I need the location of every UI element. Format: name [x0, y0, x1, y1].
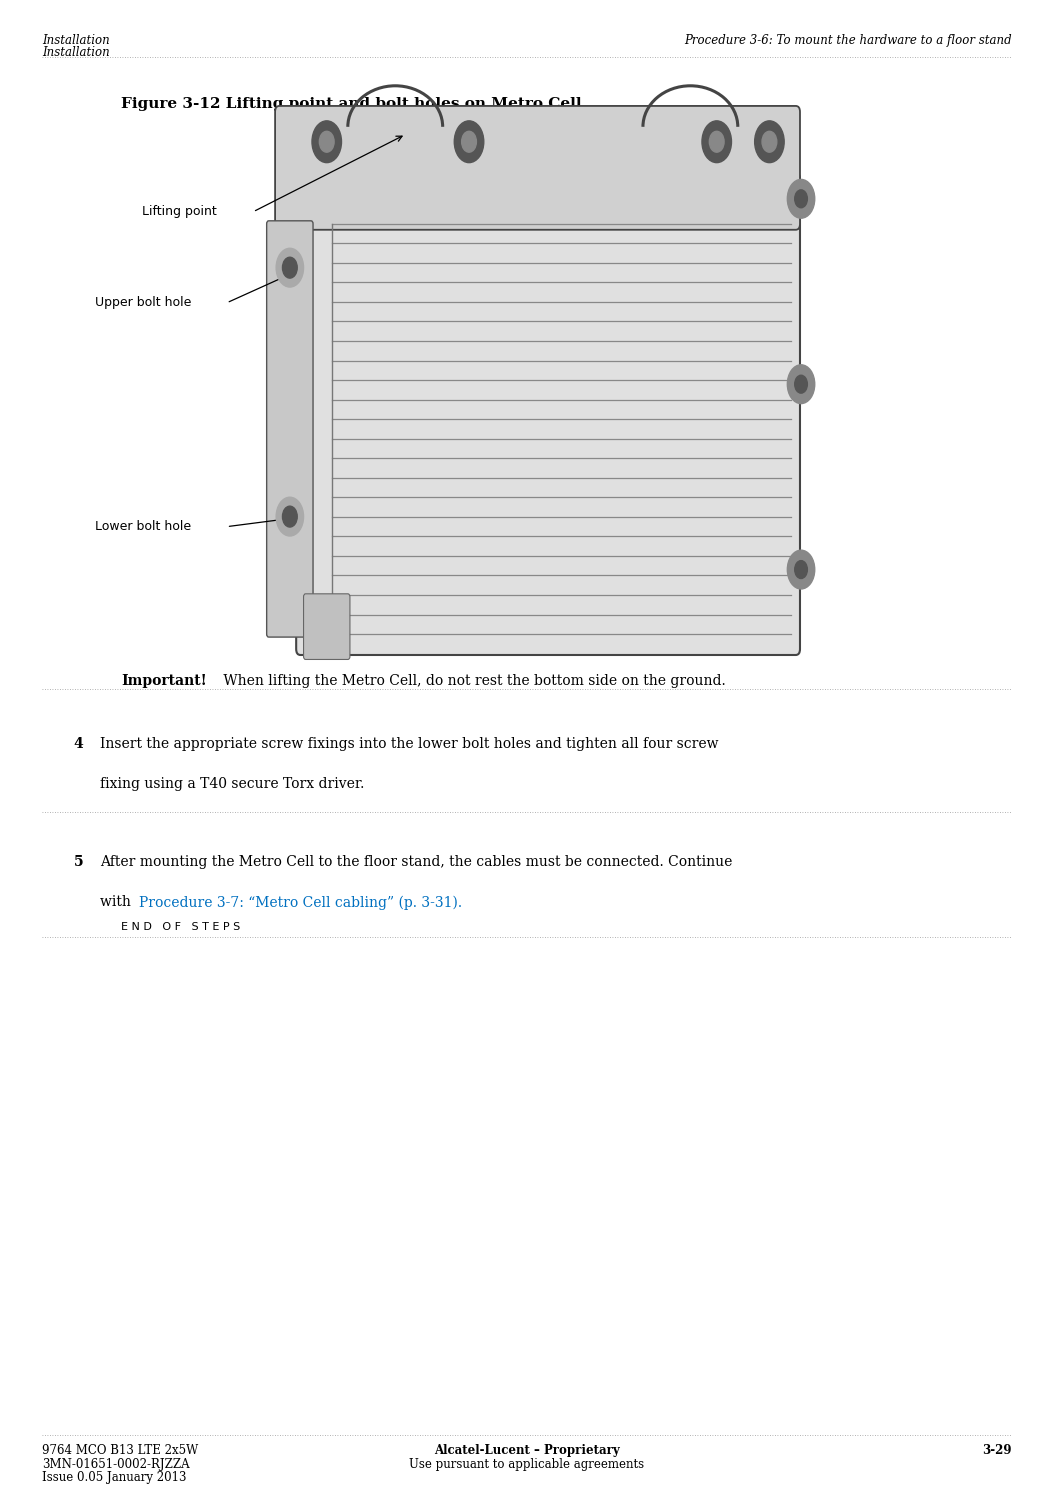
Text: 4: 4: [74, 737, 83, 750]
Circle shape: [312, 121, 341, 163]
Circle shape: [755, 121, 784, 163]
Circle shape: [276, 497, 304, 536]
Text: Procedure 3-6: To mount the hardware to a floor stand: Procedure 3-6: To mount the hardware to …: [684, 33, 1012, 46]
Text: Upper bolt hole: Upper bolt hole: [95, 297, 191, 309]
FancyBboxPatch shape: [275, 106, 800, 230]
Text: 3-29: 3-29: [982, 1444, 1012, 1458]
Text: Use pursuant to applicable agreements: Use pursuant to applicable agreements: [409, 1458, 645, 1471]
FancyBboxPatch shape: [304, 594, 350, 659]
Circle shape: [709, 131, 724, 152]
Text: Alcatel-Lucent – Proprietary: Alcatel-Lucent – Proprietary: [434, 1444, 620, 1458]
Circle shape: [702, 121, 731, 163]
Text: After mounting the Metro Cell to the floor stand, the cables must be connected. : After mounting the Metro Cell to the flo…: [100, 855, 733, 868]
Text: Issue 0.05 January 2013: Issue 0.05 January 2013: [42, 1471, 187, 1485]
Circle shape: [787, 366, 815, 403]
Circle shape: [462, 131, 476, 152]
Circle shape: [762, 131, 777, 152]
Circle shape: [282, 506, 297, 527]
Text: Lifting point: Lifting point: [142, 206, 217, 218]
Text: 5: 5: [74, 855, 83, 868]
Text: When lifting the Metro Cell, do not rest the bottom side on the ground.: When lifting the Metro Cell, do not rest…: [219, 674, 726, 688]
Text: Lower bolt hole: Lower bolt hole: [95, 521, 191, 533]
Circle shape: [795, 189, 807, 207]
Text: Important!: Important!: [121, 674, 207, 688]
FancyBboxPatch shape: [267, 221, 313, 637]
Text: E N D   O F   S T E P S: E N D O F S T E P S: [121, 922, 240, 932]
Text: 3MN-01651-0002-RJZZA: 3MN-01651-0002-RJZZA: [42, 1458, 190, 1471]
Circle shape: [276, 248, 304, 286]
Text: fixing using a T40 secure Torx driver.: fixing using a T40 secure Torx driver.: [100, 777, 365, 791]
Text: Figure 3-12 Lifting point and bolt holes on Metro Cell: Figure 3-12 Lifting point and bolt holes…: [121, 97, 582, 110]
Text: Installation: Installation: [42, 46, 110, 60]
FancyBboxPatch shape: [296, 173, 800, 655]
Text: Insert the appropriate screw fixings into the lower bolt holes and tighten all f: Insert the appropriate screw fixings int…: [100, 737, 719, 750]
Circle shape: [319, 131, 334, 152]
Circle shape: [454, 121, 484, 163]
Text: with: with: [100, 895, 135, 909]
Circle shape: [787, 551, 815, 589]
Circle shape: [795, 376, 807, 394]
Circle shape: [795, 561, 807, 579]
Circle shape: [787, 179, 815, 218]
Circle shape: [282, 257, 297, 278]
Text: Procedure 3-7: “Metro Cell cabling” (p. 3-31).: Procedure 3-7: “Metro Cell cabling” (p. …: [139, 895, 463, 910]
Text: 9764 MCO B13 LTE 2x5W: 9764 MCO B13 LTE 2x5W: [42, 1444, 198, 1458]
Text: Installation: Installation: [42, 33, 110, 46]
